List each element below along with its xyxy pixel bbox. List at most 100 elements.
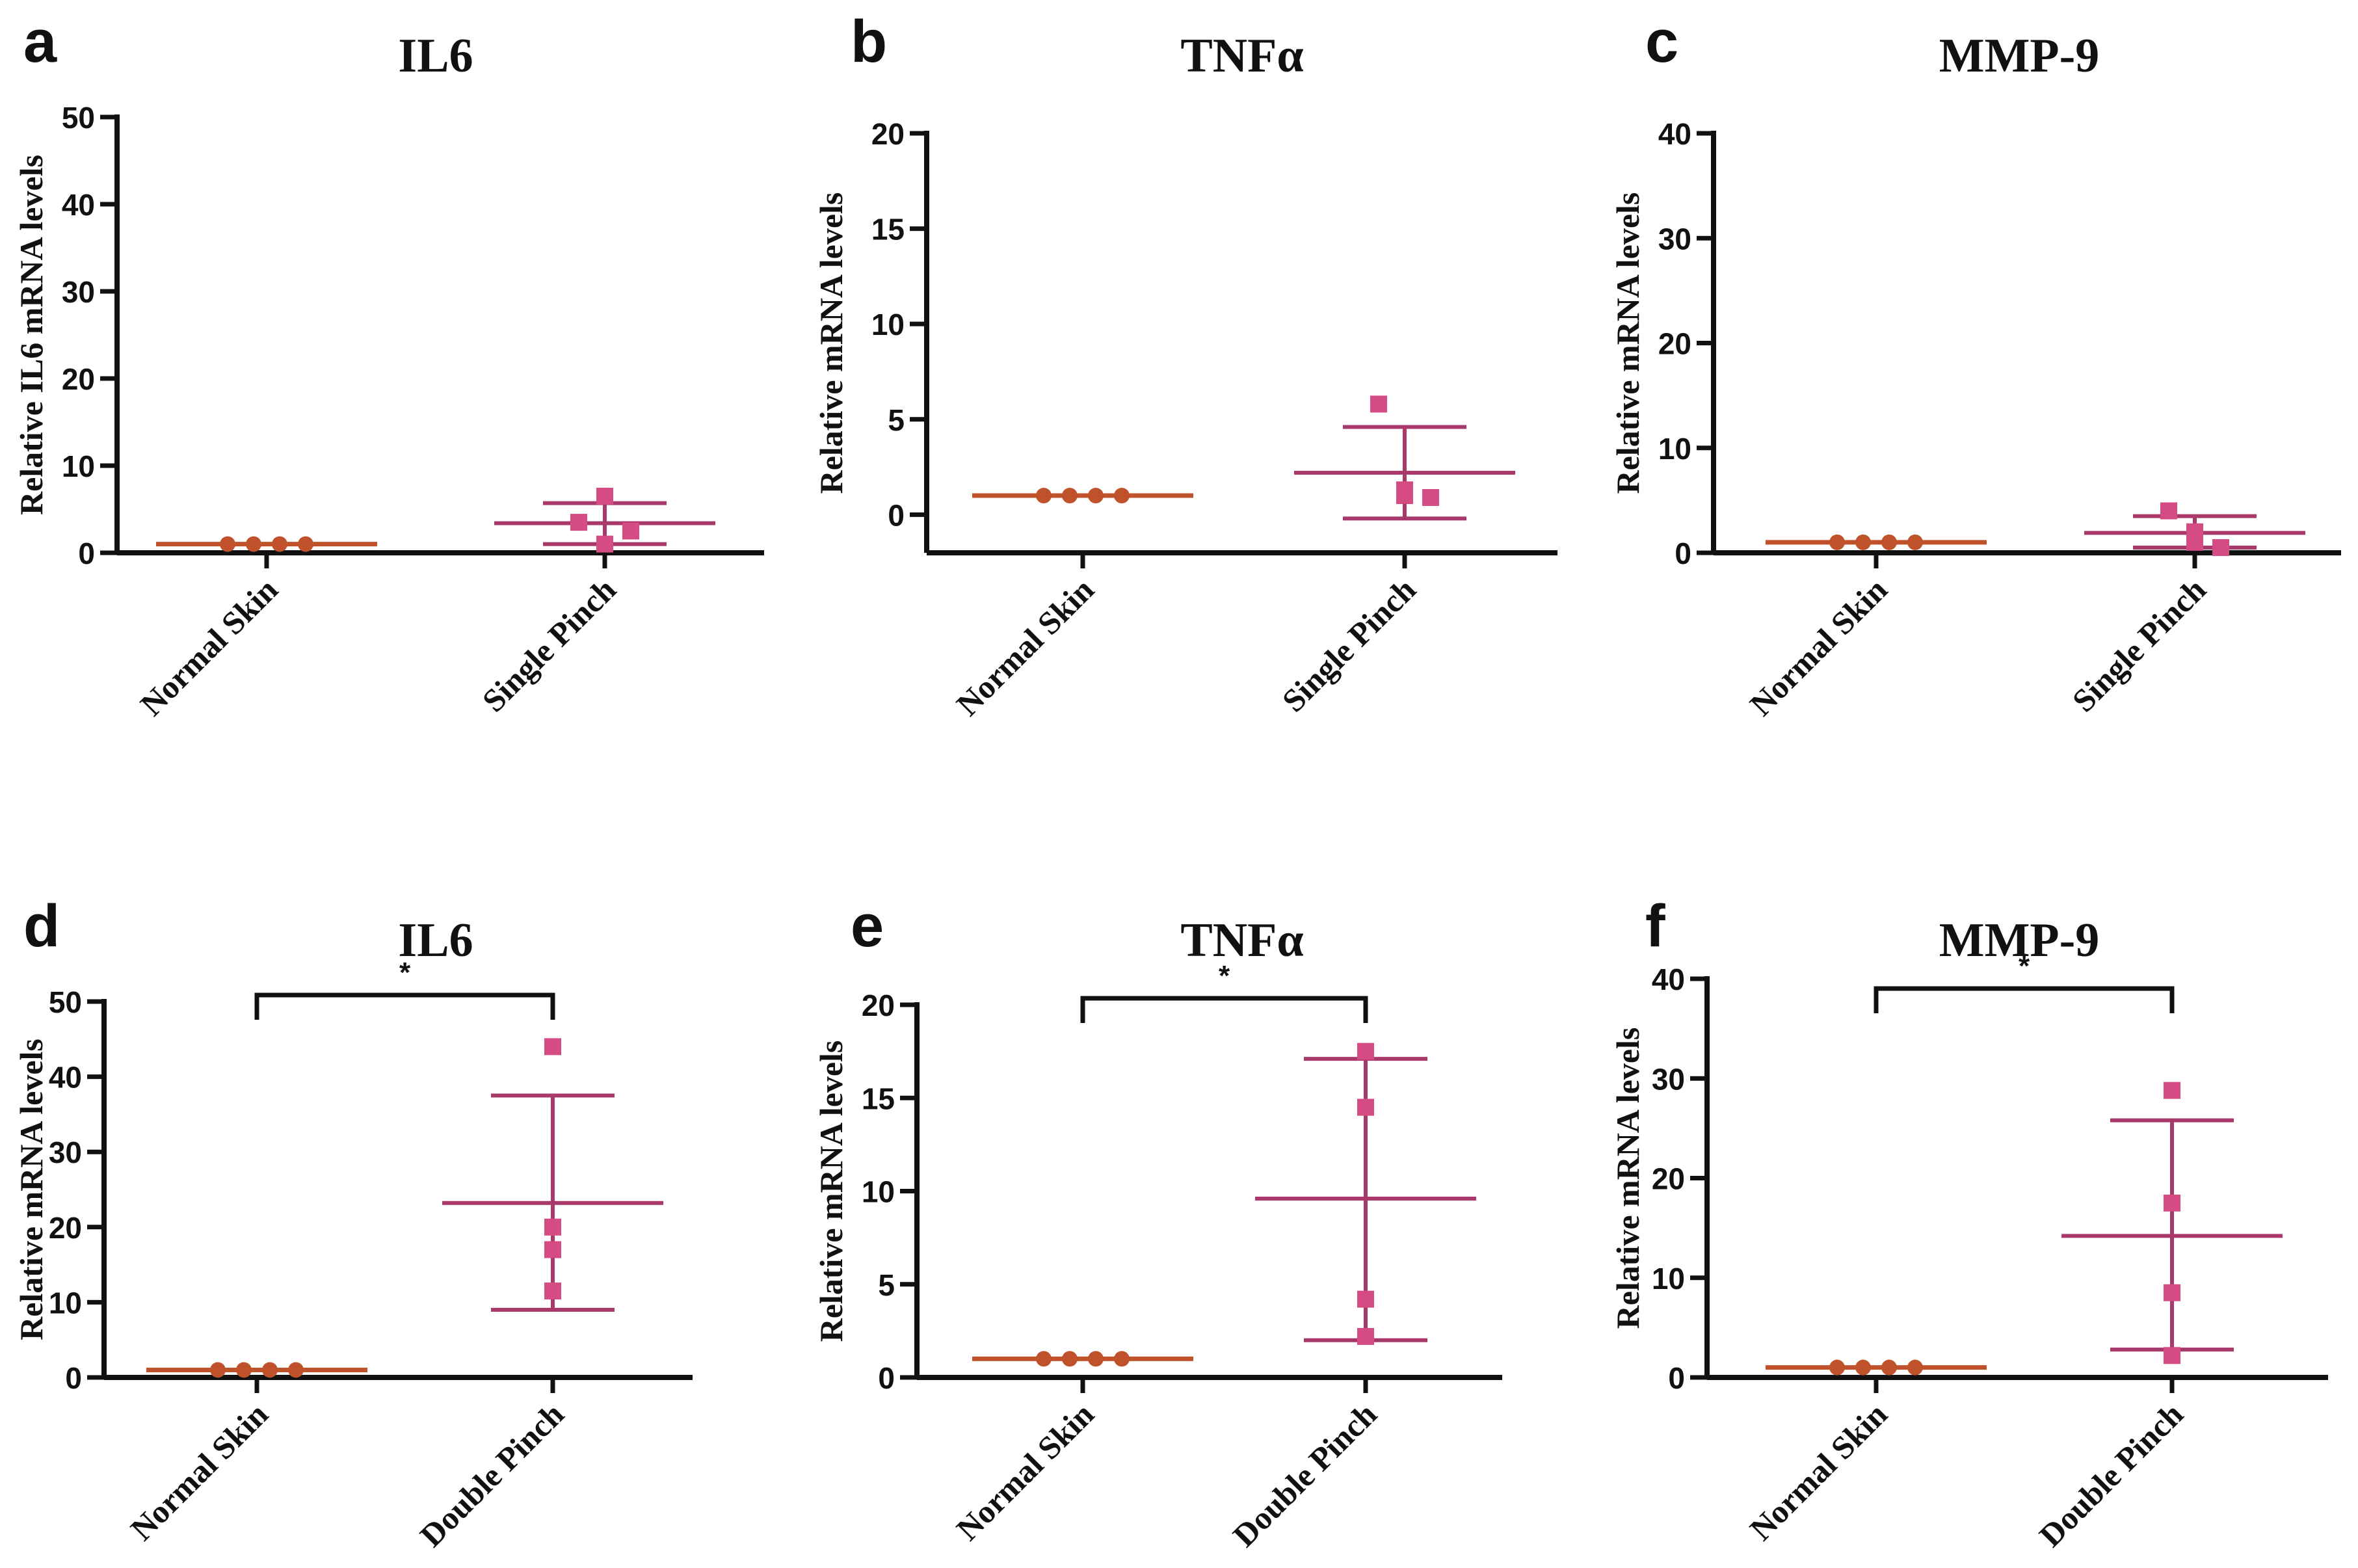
significance-bracket [1080,996,1368,1023]
y-tick-label: 10 [871,308,905,341]
control-point [1855,1359,1871,1375]
y-tick-label: 5 [878,1268,895,1302]
treatment-point [544,1218,561,1236]
x-tick-label: Single Pinch [475,571,623,719]
panel-b: b TNFα 0 5 10 15 20 Relative mRNA levels Normal … [813,8,1557,723]
y-tick-label: 50 [49,985,82,1019]
control-point [1881,534,1897,550]
control-point [262,1362,278,1378]
treatment-point [2186,533,2203,551]
y-tick-label: 40 [1652,963,1685,996]
control-point [1036,488,1052,504]
treatment-point [2164,1347,2180,1364]
y-axis-label: Relative mRNA levels [1610,193,1646,494]
treatment-point [1357,1327,1374,1345]
y-tick-label: 0 [888,498,905,532]
y-tick-label: 10 [1658,432,1691,466]
significance-marker: * [1219,960,1230,992]
treatment-point [544,1241,561,1258]
panel-title: IL6 [398,29,473,83]
control-point [288,1362,304,1378]
control-point [1088,488,1104,504]
panel-c: c MMP-9 0 10 20 30 40 Relative mRNA levels Norma… [1610,8,2341,723]
treatment-point [1357,1290,1374,1308]
panel-letter: c [1645,8,1678,75]
y-tick-label: 40 [49,1061,82,1095]
control-point [298,536,313,552]
x-tick-label: Normal Skin [949,1396,1101,1547]
y-tick-label: 20 [1652,1162,1685,1196]
treatment-point [544,1038,561,1056]
treatment-point [2160,502,2177,520]
treatment-point [2164,1082,2180,1099]
y-tick-label: 30 [1658,222,1691,256]
y-axis-label: Relative mRNA levels [13,1039,49,1340]
panel-title: MMP-9 [1939,29,2100,83]
y-axis-label: Relative mRNA levels [813,193,849,494]
y-tick-label: 10 [862,1175,895,1209]
treatment-point [570,514,587,531]
y-tick-label: 20 [62,362,95,396]
x-tick-label: Normal Skin [124,1396,275,1547]
x-tick-label: Single Pinch [2065,571,2213,719]
x-tick-label: Double Pinch [413,1396,571,1554]
panel-letter: a [23,8,57,75]
treatment-point [596,487,613,505]
control-point [1907,534,1923,550]
y-tick-label: 20 [1658,327,1691,361]
y-tick-label: 0 [878,1361,895,1395]
panel-letter: d [23,893,60,959]
control-point [1829,1359,1845,1375]
x-tick-label: Normal Skin [1743,1396,1894,1547]
x-tick-label: Normal Skin [133,571,285,723]
panel-title: IL6 [398,914,473,967]
y-tick-label: 10 [1652,1262,1685,1296]
x-tick-label: Normal Skin [949,571,1101,723]
treatment-point [2212,538,2229,556]
significance-marker: * [2019,950,2030,982]
significance-bracket [254,992,555,1020]
y-tick-label: 30 [1652,1062,1685,1096]
control-point [1062,488,1078,504]
treatment-point [2164,1284,2180,1301]
control-point [220,536,235,552]
y-axis-label: Relative IL6 mRNA levels [13,155,49,515]
y-tick-label: 40 [1658,117,1691,151]
panel-letter: b [851,8,887,75]
control-point [1881,1359,1897,1375]
y-tick-label: 10 [49,1286,82,1320]
y-axis-label: Relative mRNA levels [813,1041,849,1342]
y-tick-label: 0 [65,1361,82,1395]
control-point [1829,534,1845,550]
panel-title: TNFα [1180,29,1303,83]
panel-letter: f [1645,893,1665,959]
y-tick-label: 30 [62,275,95,309]
y-tick-label: 20 [871,117,905,151]
panel-title: TNFα [1180,914,1303,967]
x-tick-label: Double Pinch [2032,1396,2190,1554]
control-point [236,1362,252,1378]
control-point [1114,1351,1130,1367]
y-tick-label: 0 [1668,1361,1685,1395]
control-point [1855,534,1871,550]
control-point [246,536,261,552]
treatment-point [1357,1098,1374,1116]
treatment-point [1357,1043,1374,1060]
panel-title: MMP-9 [1939,914,2100,967]
treatment-point [1370,395,1387,413]
y-tick-label: 10 [62,449,95,483]
y-tick-label: 0 [1675,537,1691,570]
treatment-point [2164,1194,2180,1212]
control-point [272,536,287,552]
x-tick-label: Normal Skin [1743,571,1894,723]
panel-a: a IL6 0 10 20 30 40 50 Relative IL6 mRNA levels N… [13,8,764,723]
control-point [1062,1351,1078,1367]
x-tick-label: Single Pinch [1275,571,1423,719]
y-tick-label: 40 [62,188,95,222]
y-tick-label: 5 [888,403,905,437]
y-tick-label: 0 [78,537,95,570]
y-tick-label: 50 [62,101,95,135]
